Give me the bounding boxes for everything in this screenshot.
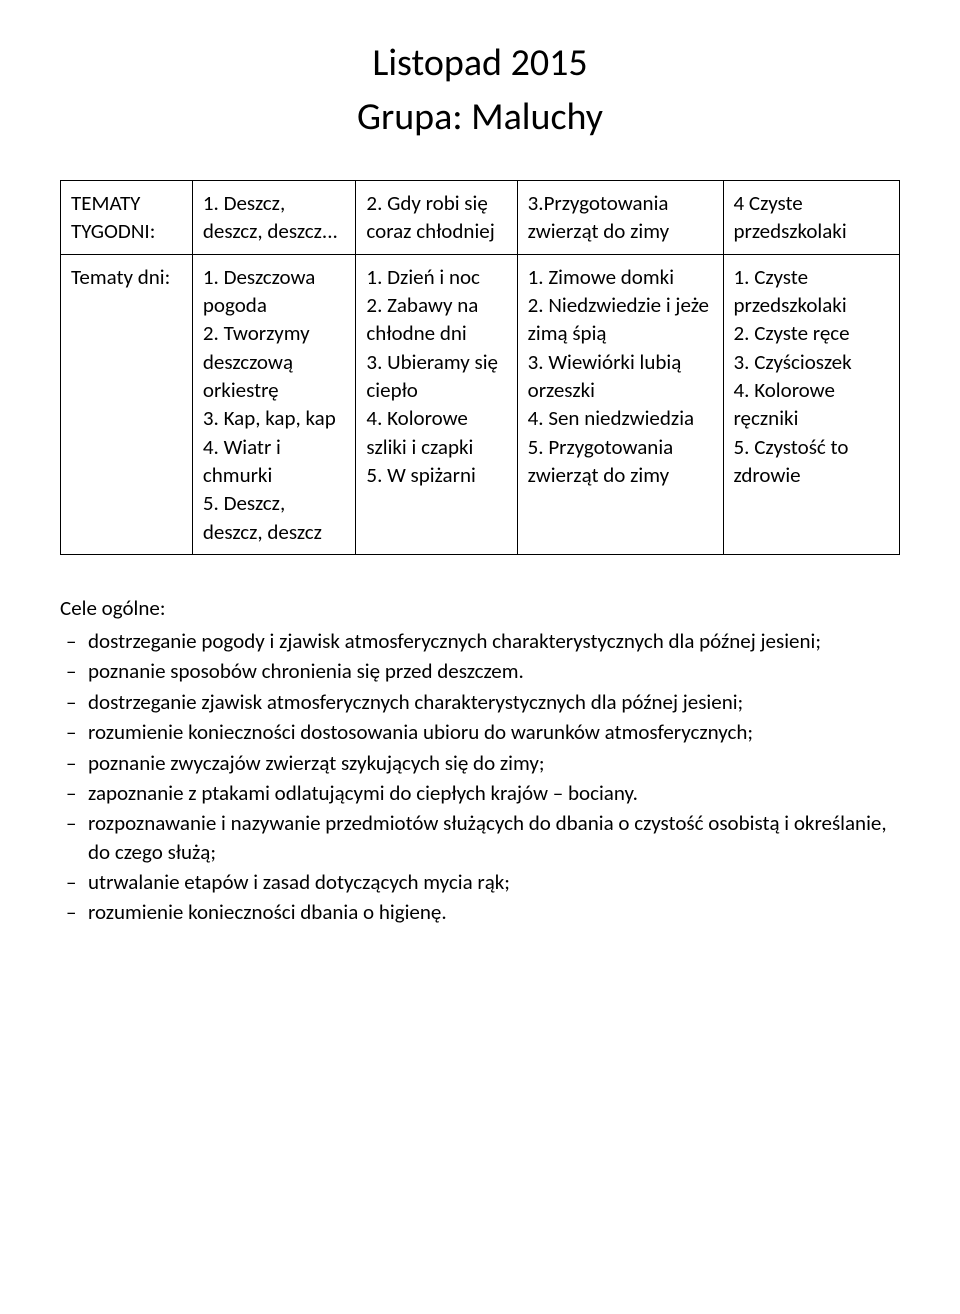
list-item: utrwalanie etapów i zasad dotyczących my… <box>60 868 900 896</box>
table-row: Tematy dni: 1. Deszczowa pogoda2. Tworzy… <box>61 254 900 554</box>
cell-week4-topic: 4 Czyste przedszkolaki <box>723 181 900 255</box>
list-item: zapoznanie z ptakami odlatującymi do cie… <box>60 779 900 807</box>
list-item: rozumienie konieczności dostosowania ubi… <box>60 718 900 746</box>
cell-week1-topic: 1. Deszcz, deszcz, deszcz... <box>192 181 356 255</box>
cell-week1-days: 1. Deszczowa pogoda2. Tworzymy deszczową… <box>192 254 356 554</box>
cell-week2-days: 1. Dzień i noc2. Zabawy na chłodne dni3.… <box>356 254 517 554</box>
list-item: poznanie zwyczajów zwierząt szykujących … <box>60 749 900 777</box>
cell-week3-topic: 3.Przygotowania zwierząt do zimy <box>517 181 723 255</box>
row-label: TEMATY TYGODNI: <box>61 181 193 255</box>
page-subtitle: Grupa: Maluchy <box>60 94 900 140</box>
cell-week3-days: 1. Zimowe domki2. Niedzwiedzie i jeże zi… <box>517 254 723 554</box>
weekly-topics-table: TEMATY TYGODNI: 1. Deszcz, deszcz, deszc… <box>60 180 900 555</box>
list-item: poznanie sposobów chronienia się przed d… <box>60 657 900 685</box>
cell-week2-topic: 2. Gdy robi się coraz chłodniej <box>356 181 517 255</box>
table-row: TEMATY TYGODNI: 1. Deszcz, deszcz, deszc… <box>61 181 900 255</box>
list-item: dostrzeganie zjawisk atmosferycznych cha… <box>60 688 900 716</box>
list-item: dostrzeganie pogody i zjawisk atmosferyc… <box>60 627 900 655</box>
cell-week4-days: 1. Czyste przedszkolaki2. Czyste ręce3. … <box>723 254 900 554</box>
page-title: Listopad 2015 <box>60 40 900 86</box>
row-label: Tematy dni: <box>61 254 193 554</box>
list-item: rozumienie konieczności dbania o higienę… <box>60 898 900 926</box>
goals-list: dostrzeganie pogody i zjawisk atmosferyc… <box>60 627 900 926</box>
goals-heading: Cele ogólne: <box>60 595 900 621</box>
list-item: rozpoznawanie i nazywanie przedmiotów sł… <box>60 809 900 866</box>
